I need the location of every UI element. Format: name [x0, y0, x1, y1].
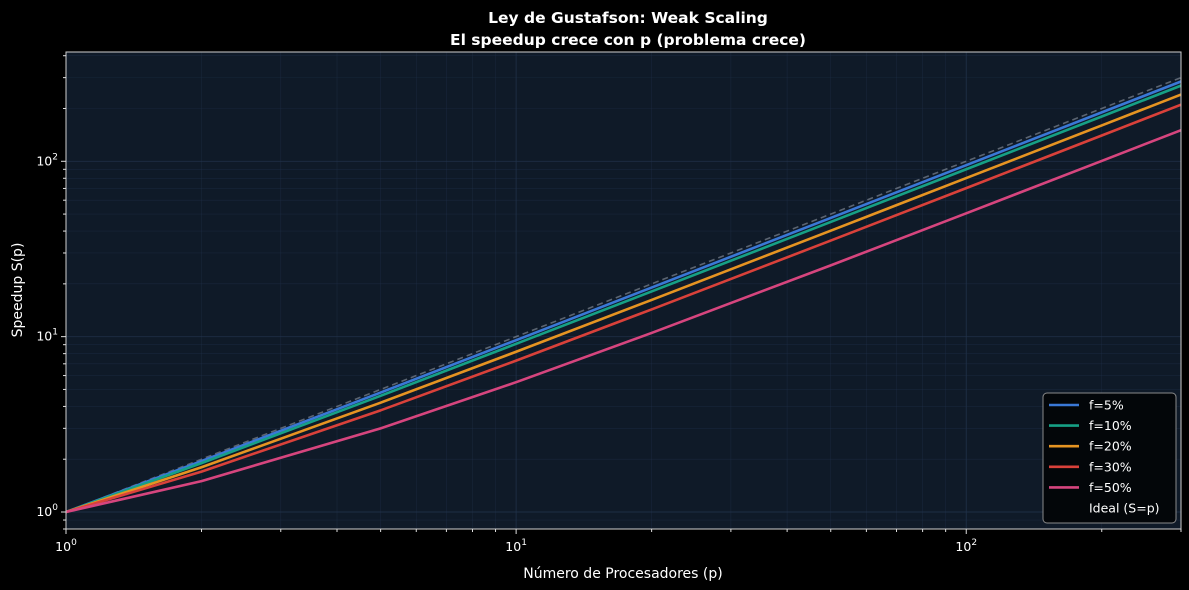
series-line-f-10	[65, 84, 1182, 514]
legend-label-f-50: f=50%	[1089, 480, 1132, 495]
series-line-f-50	[65, 128, 1182, 514]
plot-frame	[65, 51, 1182, 530]
y-tick-exponent: 0	[52, 503, 58, 513]
y-tick-exponent: 2	[52, 152, 58, 162]
x-tick-label: 102	[955, 538, 977, 554]
series-line-f-5	[65, 80, 1182, 514]
x-tick-base: 10	[955, 539, 971, 554]
series-line-f-20	[65, 93, 1182, 514]
y-tick-label: 102	[36, 152, 58, 168]
x-tick-base: 10	[55, 539, 71, 554]
y-tick-base: 10	[36, 504, 52, 519]
y-tick-base: 10	[36, 153, 52, 168]
x-tick-exponent: 2	[971, 538, 977, 548]
x-axis-label: Número de Procesadores (p)	[523, 566, 722, 582]
legend-label-f-5: f=5%	[1089, 398, 1124, 413]
legend-label-f-30: f=30%	[1089, 459, 1132, 474]
y-tick-base: 10	[36, 329, 52, 344]
x-tick-base: 10	[505, 539, 521, 554]
legend-label-f-10: f=10%	[1089, 418, 1132, 433]
legend: f=5% f=10% f=20% f=30% f=50% Ideal (S=p)	[1042, 392, 1177, 524]
plot-area	[66, 52, 1181, 529]
chart-subtitle: El speedup crece con p (problema crece)	[450, 31, 806, 49]
y-axis-label: Speedup S(p)	[10, 243, 26, 338]
y-tick-label: 100	[36, 503, 58, 519]
x-tick-exponent: 1	[521, 538, 527, 548]
y-tick-exponent: 1	[52, 328, 58, 338]
x-tick-label: 100	[55, 538, 77, 554]
x-tick-exponent: 0	[71, 538, 77, 548]
series-line-ideal-s-p	[65, 76, 1182, 513]
y-tick-label: 101	[36, 328, 58, 344]
x-tick-label: 101	[505, 538, 527, 554]
chart-title: Ley de Gustafson: Weak Scaling	[488, 9, 768, 27]
legend-label-f-20: f=20%	[1089, 439, 1132, 454]
series-line-f-30	[65, 103, 1182, 514]
series-layer	[65, 76, 1182, 514]
legend-label-ideal-s-p: Ideal (S=p)	[1089, 501, 1160, 516]
